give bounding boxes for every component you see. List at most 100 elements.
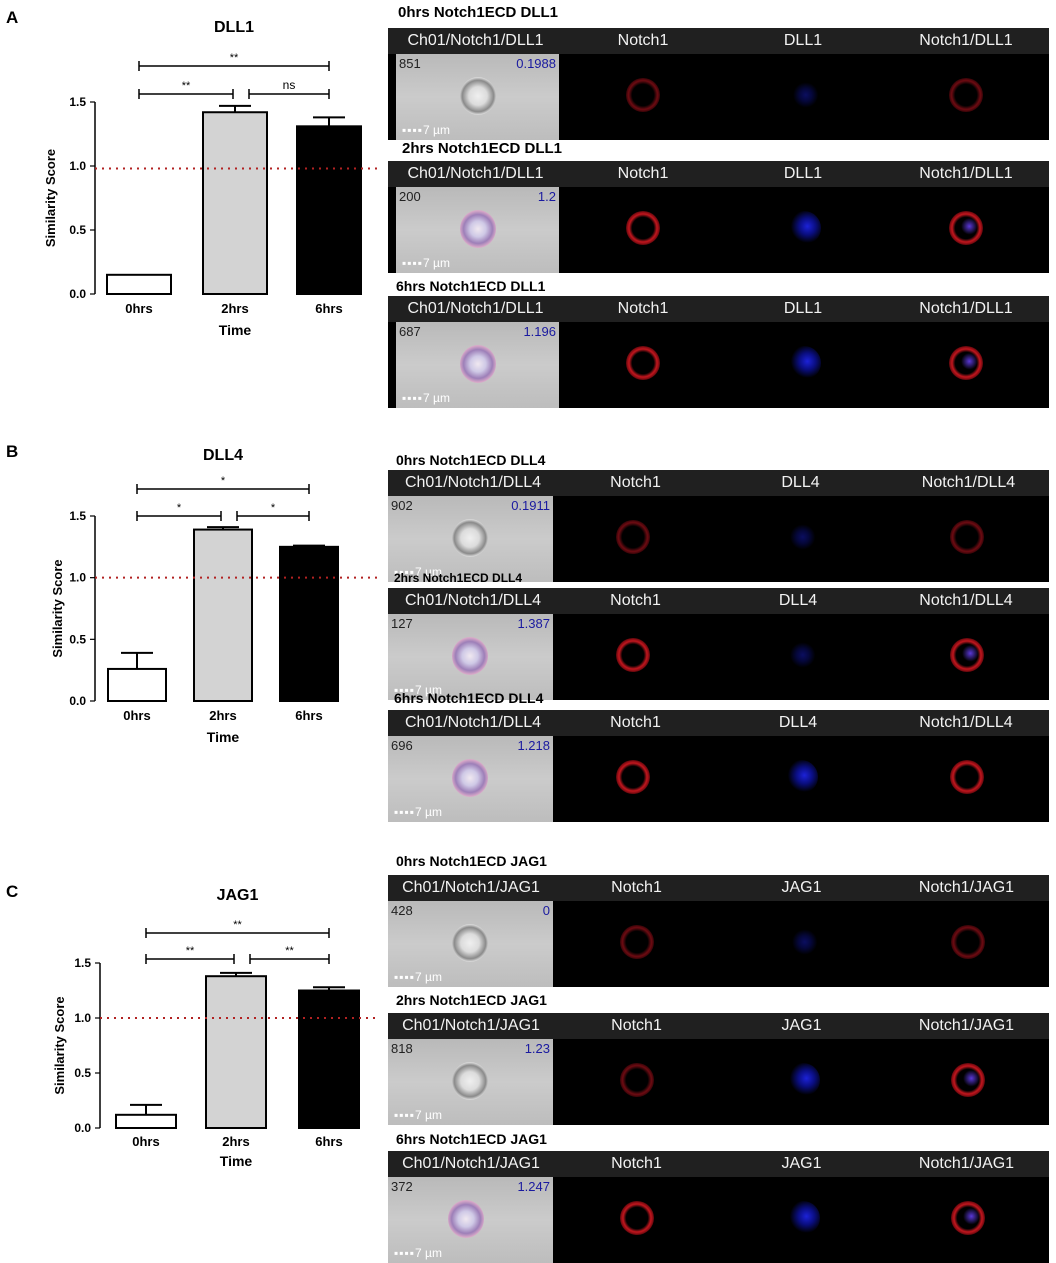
x-axis-label: Time [219, 322, 252, 338]
cell-notch1-signal [620, 1201, 654, 1235]
image-strip: Ch01/Notch1/DLL1 Notch1 DLL1 Notch1/DLL1… [388, 28, 1049, 140]
significance-label: ** [230, 52, 239, 64]
header-merge: Notch1/DLL1 [919, 165, 1013, 182]
image-strip: Ch01/Notch1/DLL4 Notch1 DLL4 Notch1/DLL4… [388, 710, 1049, 822]
significance-label: ** [186, 945, 195, 957]
cell-merge-signal [950, 520, 984, 554]
header-notch1: Notch1 [617, 165, 669, 182]
header-channel-overlay: Ch01/Notch1/DLL1 [407, 300, 544, 317]
strip-header [388, 161, 1049, 187]
bar [298, 989, 360, 1129]
strip-title: 0hrs Notch1ECD JAG1 [396, 853, 547, 869]
x-tick-label: 0hrs [125, 301, 152, 316]
strip-title: 6hrs Notch1ECD DLL1 [396, 278, 546, 294]
cell-notch1-signal [616, 520, 650, 554]
cell-ligand-signal [787, 78, 821, 112]
x-tick-label: 2hrs [209, 708, 236, 723]
y-tick-label: 1.0 [69, 571, 86, 585]
header-merge: Notch1/DLL4 [919, 592, 1013, 609]
panel-letter-c: C [6, 882, 19, 901]
strip-header [388, 1013, 1049, 1039]
y-tick-label: 0.5 [69, 632, 86, 646]
bar [279, 545, 339, 703]
chart-dll1: DLL1 0.0 0.5 1.0 1.5 Similarity Score 0hrs 2hrs… [43, 19, 377, 338]
bar [205, 975, 267, 1129]
header-notch1: Notch1 [611, 1017, 662, 1034]
header-merge: Notch1/JAG1 [918, 1017, 1015, 1034]
bar [107, 667, 167, 702]
bar [193, 528, 253, 702]
strip-title: 6hrs Notch1ECD JAG1 [396, 1131, 547, 1147]
cell-notch1-signal [616, 638, 650, 672]
image-strip: Ch01/Notch1/DLL1 Notch1 DLL1 Notch1/DLL1… [388, 161, 1049, 273]
cell-merge-signal [950, 638, 984, 672]
cell-notch1-signal [620, 925, 654, 959]
cell-brightfield [452, 1062, 488, 1100]
header-merge: Notch1/DLL4 [919, 714, 1013, 731]
x-tick-label: 6hrs [315, 301, 342, 316]
object-number: 687 [399, 324, 421, 339]
image-strip: Ch01/Notch1/JAG1 Notch1 JAG1 Notch1/JAG1… [388, 1013, 1049, 1125]
strip-title: 0hrs Notch1ECD DLL1 [398, 4, 559, 21]
cell-merge-signal [951, 925, 985, 959]
header-notch1: Notch1 [617, 32, 669, 49]
x-tick-label: 6hrs [315, 1134, 342, 1149]
cell-merge-signal [949, 211, 983, 245]
strip-title: 2hrs Notch1ECD DLL1 [402, 140, 563, 157]
scale-bar: ▪▪▪▪7 µm [402, 256, 450, 270]
header-notch1: Notch1 [610, 592, 661, 609]
y-tick-label: 1.5 [69, 509, 86, 523]
scale-bar: ▪▪▪▪7 µm [402, 123, 450, 137]
header-merge: Notch1/DLL1 [919, 32, 1013, 49]
object-number: 428 [391, 903, 413, 918]
strip-header [388, 296, 1049, 322]
image-strip: Ch01/Notch1/DLL1 Notch1 DLL1 Notch1/DLL1… [388, 296, 1049, 408]
cell-merge-signal [949, 346, 983, 380]
header-ligand: DLL4 [781, 474, 820, 491]
y-tick-label: 0.5 [74, 1066, 91, 1080]
y-axis-label: Similarity Score [50, 559, 65, 657]
bar [202, 111, 268, 295]
object-number: 200 [399, 189, 421, 204]
cell-ligand-signal [786, 1063, 820, 1097]
x-tick-label: 0hrs [123, 708, 150, 723]
brightfield-image: 127 1.387 ▪▪▪▪7 µm [388, 614, 553, 700]
bar [115, 1113, 177, 1130]
cell-brightfield [452, 637, 488, 675]
cell-ligand-signal [784, 638, 818, 672]
cell-ligand-signal [784, 520, 818, 554]
cell-merge-signal [949, 78, 983, 112]
object-number: 372 [391, 1179, 413, 1194]
header-ligand: JAG1 [781, 879, 822, 896]
cell-ligand-signal [787, 346, 821, 380]
cell-ligand-signal [786, 1201, 820, 1235]
x-tick-label: 2hrs [222, 1134, 249, 1149]
scale-bar: ▪▪▪▪7 µm [394, 805, 442, 819]
y-tick-label: 0.0 [69, 287, 86, 301]
significance-label: * [271, 502, 276, 514]
y-tick-label: 1.5 [74, 956, 91, 970]
header-notch1: Notch1 [610, 474, 661, 491]
x-tick-label: 0hrs [132, 1134, 159, 1149]
cell-brightfield [448, 1200, 484, 1238]
x-axis-label: Time [220, 1153, 253, 1169]
image-strip: Ch01/Notch1/JAG1 Notch1 JAG1 Notch1/JAG1… [388, 875, 1049, 987]
cell-brightfield [460, 77, 496, 115]
header-channel-overlay: Ch01/Notch1/JAG1 [402, 1155, 540, 1172]
object-number: 851 [399, 56, 421, 71]
significance-label: ** [233, 919, 242, 931]
header-ligand: DLL4 [778, 592, 818, 609]
similarity-value: 1.247 [517, 1179, 550, 1194]
similarity-value: 1.2 [537, 189, 556, 204]
scale-bar: ▪▪▪▪7 µm [394, 683, 442, 697]
header-ligand: JAG1 [781, 1155, 822, 1172]
chart-title: DLL1 [214, 19, 254, 36]
header-notch1: Notch1 [611, 1155, 662, 1172]
cell-brightfield [460, 345, 496, 383]
strip-title: 0hrs Notch1ECD DLL4 [396, 452, 546, 468]
header-notch1: Notch1 [610, 714, 661, 731]
cell-brightfield [452, 759, 488, 797]
header-ligand: JAG1 [781, 1017, 822, 1034]
x-tick-label: 2hrs [221, 301, 248, 316]
y-axis-label: Similarity Score [43, 149, 58, 247]
